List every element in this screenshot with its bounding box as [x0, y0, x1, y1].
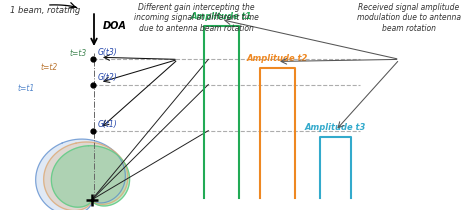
Text: Amplitude t2: Amplitude t2 — [246, 54, 308, 62]
Text: DOA: DOA — [102, 21, 126, 31]
Polygon shape — [51, 146, 129, 207]
Text: Amplitude t1: Amplitude t1 — [191, 12, 252, 21]
Text: 1 beam, rotating: 1 beam, rotating — [10, 6, 80, 15]
Polygon shape — [36, 139, 125, 211]
Text: t=t3: t=t3 — [70, 49, 87, 58]
Text: Different gain intercepting the
incoming signal at different time
due to antenna: Different gain intercepting the incoming… — [134, 3, 259, 32]
Polygon shape — [44, 142, 128, 211]
Text: Received signal amplitude
modulation due to antenna
beam rotation: Received signal amplitude modulation due… — [357, 3, 461, 32]
Text: Amplitude t3: Amplitude t3 — [305, 123, 366, 132]
Text: G(t1): G(t1) — [98, 120, 118, 128]
Text: t=t1: t=t1 — [17, 84, 34, 93]
Text: G(t2): G(t2) — [98, 73, 118, 83]
Text: t=t2: t=t2 — [40, 63, 58, 72]
Text: G(t3): G(t3) — [98, 48, 118, 57]
